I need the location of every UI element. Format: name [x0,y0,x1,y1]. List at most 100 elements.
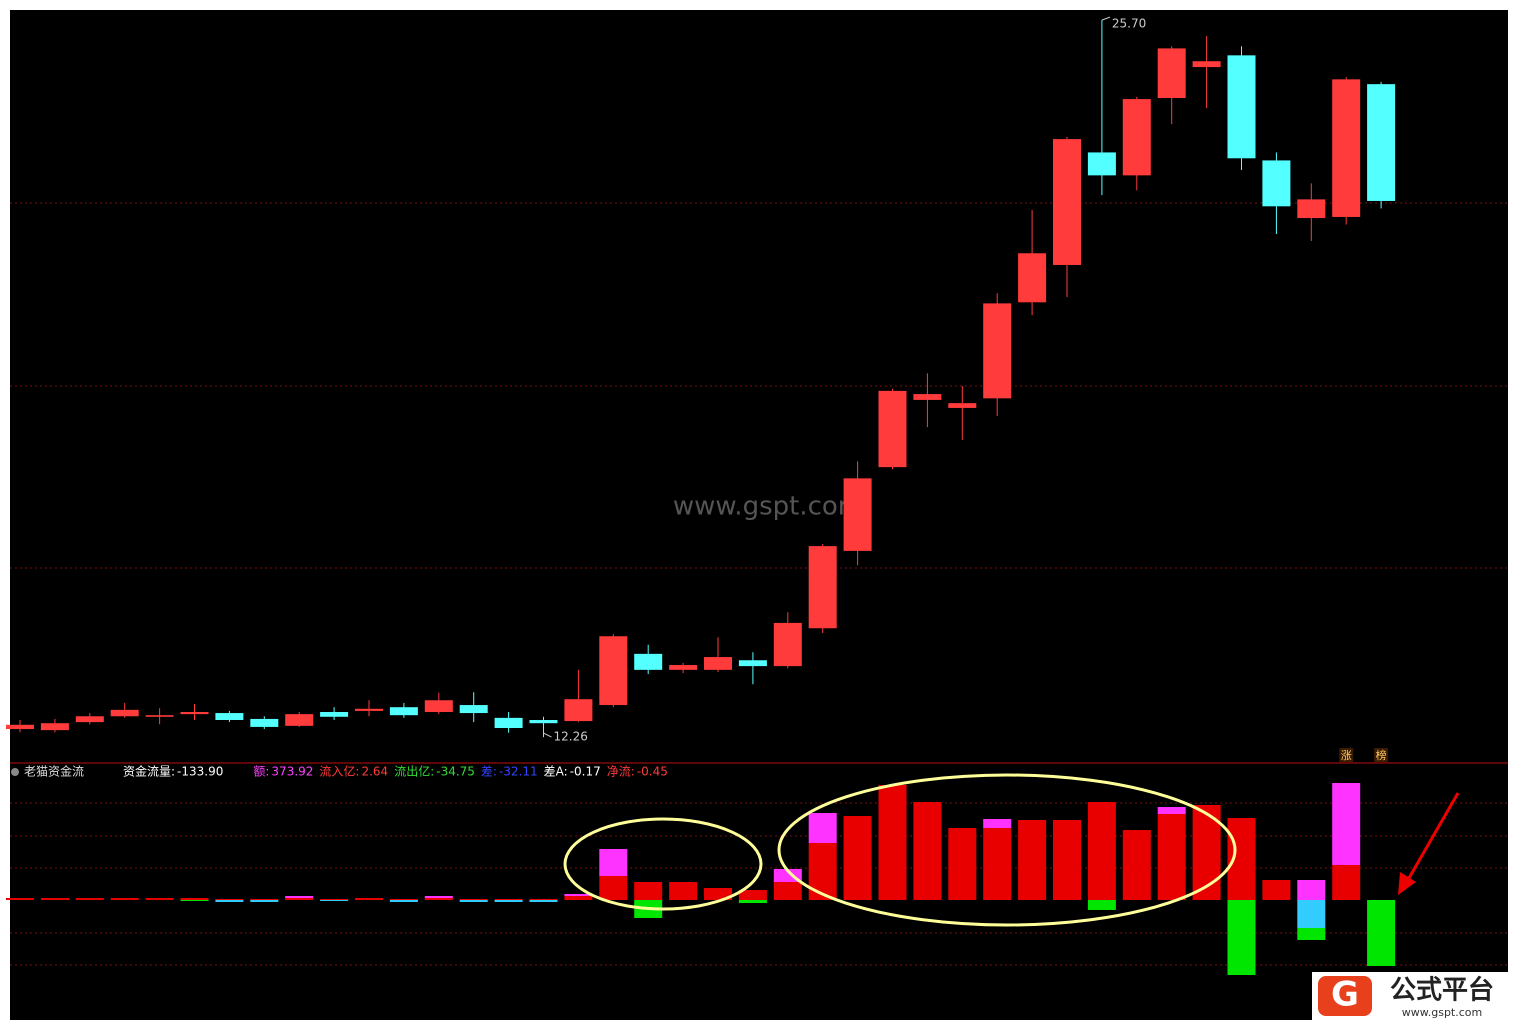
flow-bar [424,898,453,900]
candle-body [424,700,453,712]
flow-bar [913,802,942,900]
candle-body [40,723,69,731]
flow-bar [599,876,628,900]
candle-body [320,711,349,717]
logo-name: 公式平台 [1390,975,1494,1006]
candle-body [110,709,139,717]
candle-body [494,717,523,728]
readout-label: 差A: [544,765,568,779]
low-label: 12.26 [554,730,588,744]
flow-bar [1227,900,1256,975]
flag: 涨 [1341,749,1352,762]
flow-bar [738,890,767,900]
flow-bar [599,849,628,876]
flow-bar [494,900,523,902]
candle-body [250,718,279,727]
candle-body [1157,48,1186,99]
flow-bar [704,888,732,900]
flow-bar [1297,880,1326,900]
indicator-title: 老猫资金流 [24,764,84,779]
candle-body [983,303,1012,399]
flow-bar [180,898,209,900]
watermark: www.gspt.com [673,492,863,522]
highlight-ellipse [777,773,1237,927]
flow-bar [424,896,453,898]
flow-bar [1297,900,1326,928]
candle-body [1053,139,1081,265]
flow-bar [145,898,174,900]
candle-body [75,716,104,723]
flow-bar [250,900,279,902]
candle-body [355,708,383,711]
readout-value: 373.92 [271,765,313,779]
flow-bar [1262,880,1291,900]
flow-bar [1367,900,1396,966]
candle-body [913,394,942,400]
logo-url: www.gspt.com [1402,1006,1482,1019]
flow-bar [1018,820,1047,900]
candle-body [215,713,244,720]
readout-value: -0.45 [637,765,668,779]
readout-label: 资金流量: [123,764,175,779]
candle-body [1297,199,1326,219]
flag-box [1339,748,1354,762]
candle-body [389,707,418,716]
readout-value: -32.11 [499,765,538,779]
candle-body [180,711,209,715]
candle-body [564,699,593,722]
flow-bar [669,882,698,900]
flow-bar [215,900,244,902]
candle-body [1087,152,1116,176]
flow-bar [494,899,523,900]
readout-label: 差: [481,765,497,779]
arrow-head [1398,872,1416,895]
flow-bar [529,899,558,900]
highlight-ellipse [563,817,763,911]
flow-bar [983,828,1012,900]
candle-body [1122,99,1151,176]
flow-bar [529,900,558,902]
flow-bar [808,843,837,900]
flow-bar [948,828,977,900]
flow-bar [1157,814,1186,900]
flow-bar [215,899,244,900]
collapse-icon[interactable] [11,768,19,776]
flow-bar [878,785,907,900]
logo-icon [1318,976,1372,1016]
flow-bar [808,813,837,843]
flow-bar [1297,928,1326,940]
candle-body [6,724,34,730]
candle-body [1262,160,1291,207]
flow-bar [250,899,279,900]
candle-body [599,636,628,706]
flag-box [1374,748,1389,762]
candle-body [145,715,174,717]
candle-body [529,719,558,724]
candle-body [1192,61,1221,68]
logo-mark: G [1331,975,1359,1015]
readout-value: -133.90 [177,765,223,779]
flow-bar [1332,865,1361,900]
flow-bar [1053,820,1081,900]
flow-bar [320,900,349,901]
flow-bar [389,900,418,902]
flow-bar [1157,807,1186,814]
readout-label: 流出亿: [394,764,434,779]
readout-value: 2.64 [361,765,388,779]
flow-bar [40,898,69,900]
candle-body [459,705,488,714]
flow-bar [355,898,383,900]
flow-bar [843,816,872,900]
flow-bar [75,898,104,900]
flag: 榜 [1376,748,1387,762]
candle-body [808,546,837,629]
candle-body [738,660,767,667]
flow-bar [738,900,767,903]
arrow-line [1403,792,1460,886]
flow-bar [564,896,593,900]
low-pointer [543,732,552,738]
flow-bar [389,899,418,900]
readout-label: 额: [253,765,269,779]
candle-body [773,622,802,667]
